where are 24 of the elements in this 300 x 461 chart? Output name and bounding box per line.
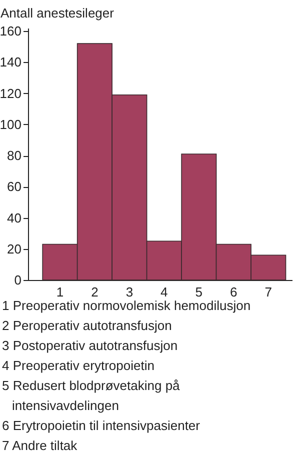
x-tick-label: 1 — [56, 284, 64, 300]
y-tick-label: 100 — [0, 116, 22, 132]
text: 7 Andre tiltak — [2, 438, 78, 453]
y-tick-label: 120 — [0, 86, 22, 101]
x-tick-label: 2 — [91, 284, 98, 300]
y-tick-label: 140 — [0, 54, 22, 70]
x-tick-label: 7 — [264, 284, 272, 300]
x-tick-label: 3 — [126, 284, 134, 300]
x-tick-label: 4 — [160, 284, 168, 300]
x-tick-label: 5 — [195, 284, 203, 300]
y-tick-label: 40 — [7, 210, 22, 226]
text: 3 Postoperativ autotransfusjon — [2, 338, 178, 353]
y-tick-label: 80 — [7, 148, 22, 164]
text: 6 Erytropoietin til intensivpasienter — [2, 418, 201, 433]
text: 5 Redusert blodprøvetaking på intensivavdelingen — [2, 378, 181, 413]
y-tick-label: 60 — [7, 179, 22, 194]
text: 2 Peroperativ autotransfusjon — [2, 318, 172, 333]
y-tick-label: 20 — [7, 241, 22, 256]
text: 1 Preoperativ normovolemisk hemodilusjon — [2, 298, 251, 313]
y-axis-title: Antall anestesileger — [0, 6, 115, 20]
y-tick-label: 0 — [14, 272, 22, 288]
x-tick-label: 6 — [230, 284, 238, 300]
y-tick-label: 160 — [0, 24, 22, 39]
text: 4 Preoperativ erytropoietin — [2, 358, 154, 373]
